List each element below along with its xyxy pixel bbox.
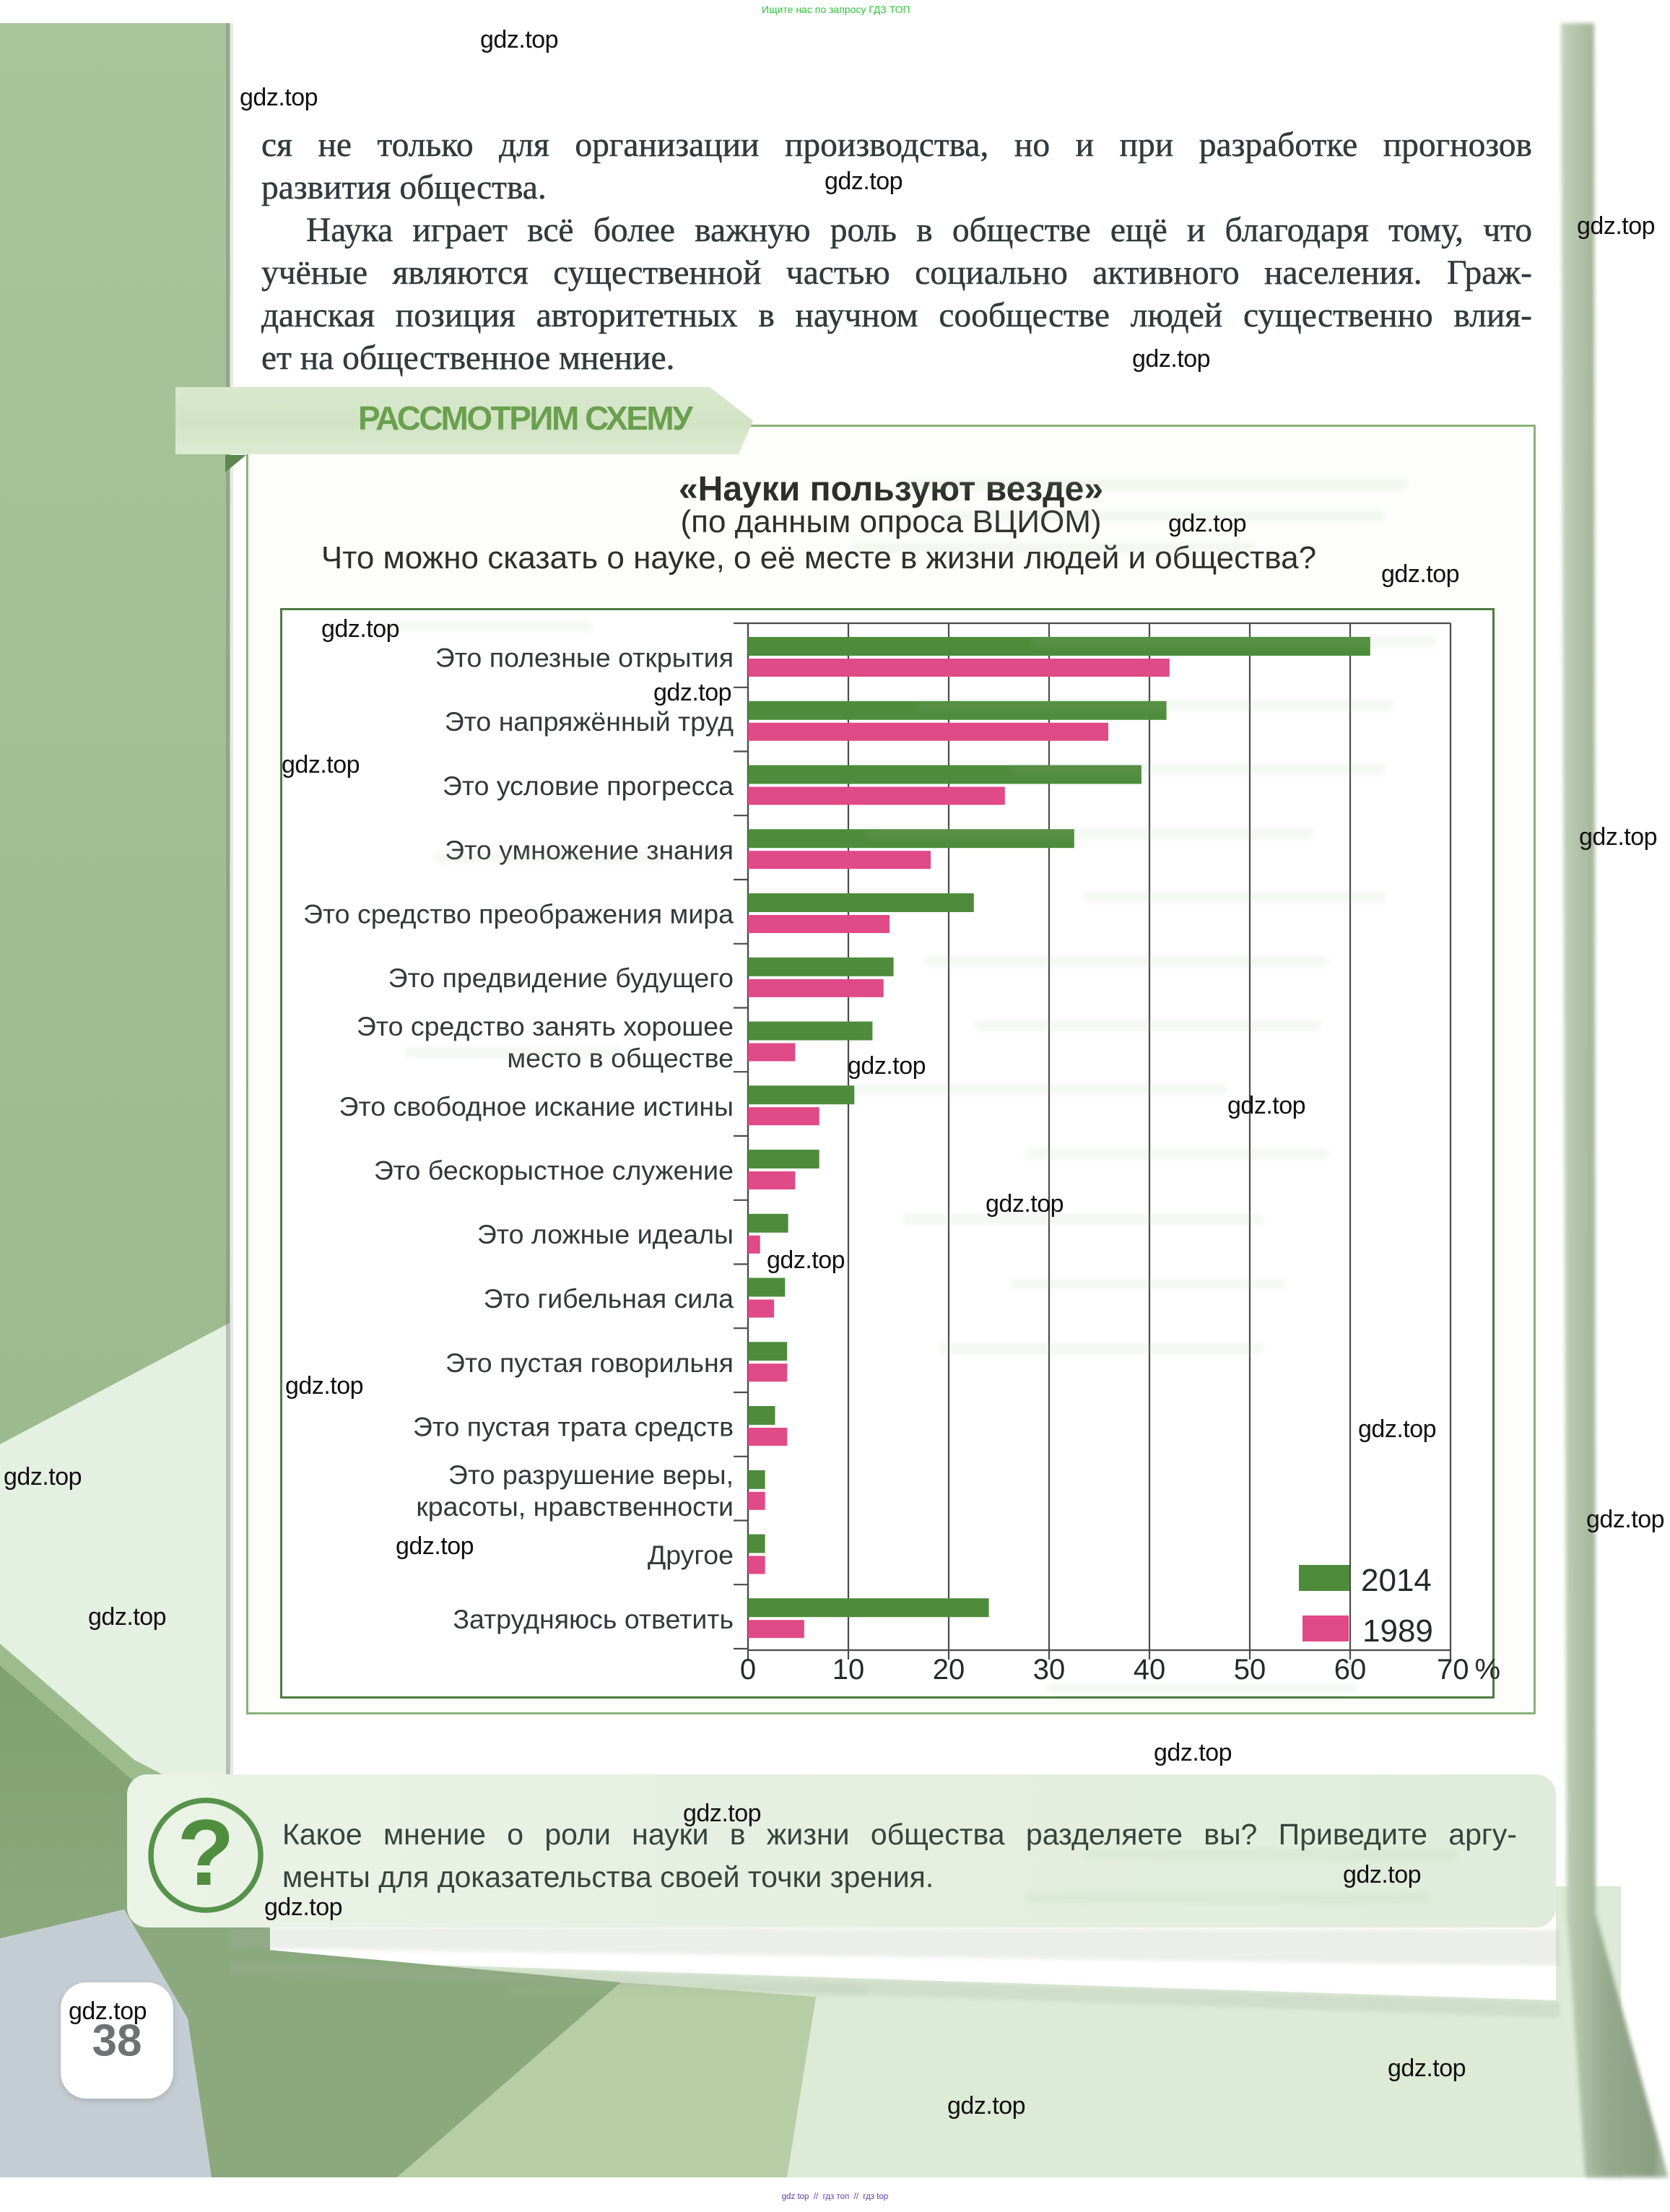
- svg-text:20: 20: [933, 1654, 965, 1686]
- svg-text:50: 50: [1234, 1654, 1266, 1686]
- svg-text:40: 40: [1134, 1654, 1166, 1686]
- svg-text:Это пустая трата средств: Это пустая трата средств: [413, 1412, 734, 1442]
- svg-text:Затрудняюсь ответить: Затрудняюсь ответить: [453, 1604, 734, 1634]
- svg-text:Это пустая говорильня: Это пустая говорильня: [445, 1348, 734, 1378]
- svg-text:Это свободное искание истины: Это свободное искание истины: [339, 1091, 734, 1122]
- svg-text:Другое: Другое: [648, 1540, 734, 1570]
- svg-text:Это разрушение веры,: Это разрушение веры,: [448, 1460, 734, 1490]
- svg-text:60: 60: [1334, 1654, 1367, 1686]
- svg-text:Это предвидение будущего: Это предвидение будущего: [388, 963, 734, 993]
- svg-text:10: 10: [832, 1654, 865, 1686]
- svg-text:30: 30: [1033, 1654, 1066, 1686]
- svg-text:Это средство занять хорошее: Это средство занять хорошее: [357, 1011, 734, 1041]
- svg-text:2014: 2014: [1361, 1563, 1432, 1598]
- svg-text:1989: 1989: [1362, 1613, 1433, 1649]
- svg-text:место в обществе: место в обществе: [507, 1043, 734, 1073]
- svg-text:0: 0: [740, 1654, 756, 1686]
- svg-text:Это напряжённый труд: Это напряжённый труд: [445, 706, 734, 737]
- svg-text:Это умножение знания: Это умножение знания: [445, 835, 734, 865]
- svg-text:Это гибельная сила: Это гибельная сила: [484, 1283, 734, 1314]
- svg-text:красоты, нравственности: красоты, нравственности: [416, 1491, 734, 1522]
- svg-text:Это полезные открытия: Это полезные открытия: [435, 643, 734, 673]
- svg-text:Это условие прогресса: Это условие прогресса: [443, 771, 734, 801]
- svg-text:Это средство преображения мира: Это средство преображения мира: [303, 899, 734, 929]
- svg-text:Это ложные идеалы: Это ложные идеалы: [477, 1219, 734, 1249]
- svg-text:Это бескорыстное служение: Это бескорыстное служение: [374, 1155, 734, 1186]
- svg-text:70 %: 70 %: [1437, 1654, 1500, 1686]
